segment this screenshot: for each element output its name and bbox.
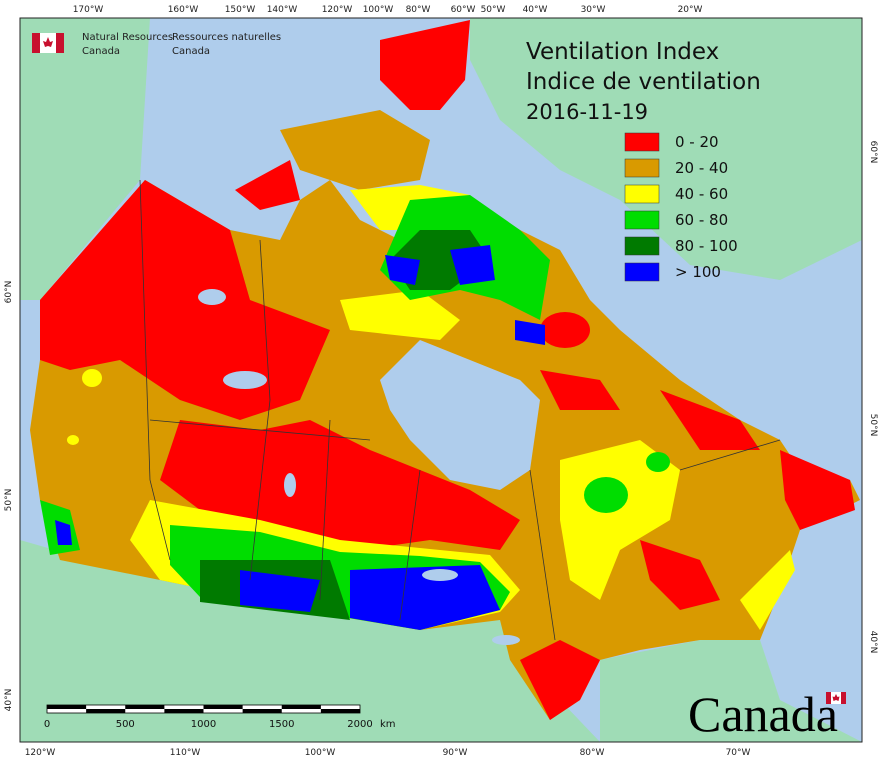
longitude-label: 100°W [305, 748, 336, 758]
longitude-label: 90°W [443, 748, 468, 758]
scale-segment [164, 709, 204, 713]
legend-label: 40 - 60 [675, 185, 728, 203]
agency-fr: Canada [172, 46, 210, 57]
scale-segment [281, 705, 321, 709]
longitude-label: 170°W [73, 5, 104, 15]
scale-segment [47, 705, 87, 709]
scale-label: 1500 [269, 719, 294, 730]
longitude-label: 110°W [170, 748, 201, 758]
legend-label: > 100 [675, 263, 721, 281]
latitude-label: 50°N [868, 414, 878, 437]
title-fr: Indice de ventilation [526, 69, 761, 95]
longitude-label: 70°W [726, 748, 751, 758]
longitude-label: 150°W [225, 5, 256, 15]
title: Ventilation Index [526, 39, 719, 65]
longitude-label: 160°W [168, 5, 199, 15]
longitude-label: 80°W [580, 748, 605, 758]
wordmark: Canada [688, 686, 838, 742]
scale-label: 2000 [347, 719, 372, 730]
date: 2016-11-19 [526, 100, 648, 124]
latitude-label: 60°N [868, 141, 878, 164]
longitude-label: 120°W [322, 5, 353, 15]
longitude-label: 140°W [267, 5, 298, 15]
longitude-label: 80°W [406, 5, 431, 15]
map-frame [19, 17, 863, 743]
agency-en: Natural Resources [82, 32, 173, 43]
legend-label: 60 - 80 [675, 211, 728, 229]
scale-label: 1000 [191, 719, 216, 730]
scale-bar: 0 500 1000 1500 2000 km [44, 704, 396, 730]
legend-swatch [624, 236, 660, 256]
longitude-label: 50°W [481, 5, 506, 15]
longitude-label: 30°W [581, 5, 606, 15]
longitude-label: 120°W [25, 748, 56, 758]
legend-swatch [624, 184, 660, 204]
latitude-label: 60°N [4, 281, 14, 304]
agency-fr: Ressources naturelles [172, 32, 281, 43]
legend-swatch [624, 262, 660, 282]
latitude-label: 40°N [4, 689, 14, 712]
scale-segment [86, 709, 126, 713]
map-body [20, 18, 862, 742]
scale-segment [242, 709, 282, 713]
legend-label: 0 - 20 [675, 133, 719, 151]
scale-segment [203, 705, 243, 709]
scale-label: 500 [116, 719, 135, 730]
latitude-label: 40°N [868, 631, 878, 654]
longitude-label: 60°W [451, 5, 476, 15]
province-borders [139, 179, 781, 641]
legend-label: 80 - 100 [675, 237, 738, 255]
scale-label: 0 [44, 719, 50, 730]
agency-en: Canada [82, 46, 120, 57]
legend-label: 20 - 40 [675, 159, 728, 177]
wordmark-flag [826, 692, 846, 704]
longitude-label: 100°W [363, 5, 394, 15]
longitude-label: 40°W [523, 5, 548, 15]
legend-swatch [624, 158, 660, 178]
agency-signature [32, 33, 64, 53]
legend-swatch [624, 210, 660, 230]
latitude-label: 50°N [4, 489, 14, 512]
scale-segment [320, 709, 360, 713]
legend-swatch [624, 132, 660, 152]
scale-unit: km [380, 719, 396, 730]
longitude-label: 20°W [678, 5, 703, 15]
scale-segment [125, 705, 165, 709]
